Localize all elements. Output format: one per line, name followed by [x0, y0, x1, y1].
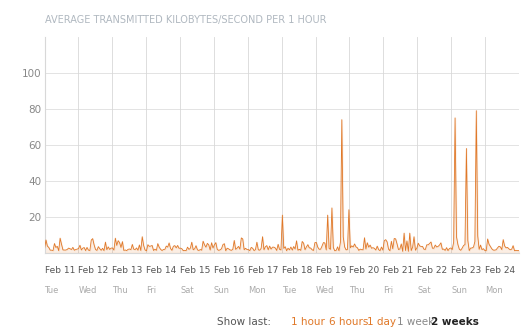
Text: Mon: Mon — [485, 286, 503, 295]
Text: AVERAGE TRANSMITTED KILOBYTES/SECOND PER 1 HOUR: AVERAGE TRANSMITTED KILOBYTES/SECOND PER… — [45, 15, 326, 25]
Text: 6 hours: 6 hours — [329, 317, 368, 327]
Text: Feb 16: Feb 16 — [214, 266, 244, 275]
Text: 1 hour: 1 hour — [291, 317, 325, 327]
Text: Show last:: Show last: — [217, 317, 271, 327]
Text: Feb 19: Feb 19 — [315, 266, 346, 275]
Text: Fri: Fri — [383, 286, 394, 295]
Text: Feb 15: Feb 15 — [180, 266, 211, 275]
Text: Wed: Wed — [79, 286, 97, 295]
Text: Tue: Tue — [282, 286, 296, 295]
Text: Sat: Sat — [417, 286, 431, 295]
Text: Mon: Mon — [248, 286, 266, 295]
Text: Feb 23: Feb 23 — [451, 266, 481, 275]
Text: Sat: Sat — [180, 286, 194, 295]
Text: Feb 17: Feb 17 — [248, 266, 278, 275]
Text: Fri: Fri — [146, 286, 156, 295]
Text: 1 week: 1 week — [397, 317, 434, 327]
Text: Tue: Tue — [45, 286, 59, 295]
Text: Feb 20: Feb 20 — [350, 266, 380, 275]
Text: Feb 24: Feb 24 — [485, 266, 515, 275]
Text: Feb 11: Feb 11 — [45, 266, 75, 275]
Text: Feb 21: Feb 21 — [383, 266, 413, 275]
Text: 1 day: 1 day — [367, 317, 396, 327]
Text: Sun: Sun — [451, 286, 467, 295]
Text: Sun: Sun — [214, 286, 230, 295]
Text: Thu: Thu — [112, 286, 128, 295]
Text: Feb 13: Feb 13 — [112, 266, 143, 275]
Text: Feb 14: Feb 14 — [146, 266, 177, 275]
Text: Thu: Thu — [350, 286, 365, 295]
Text: Wed: Wed — [315, 286, 334, 295]
Text: 2 weeks: 2 weeks — [431, 317, 479, 327]
Text: Feb 18: Feb 18 — [282, 266, 312, 275]
Text: Feb 12: Feb 12 — [79, 266, 108, 275]
Text: Feb 22: Feb 22 — [417, 266, 447, 275]
